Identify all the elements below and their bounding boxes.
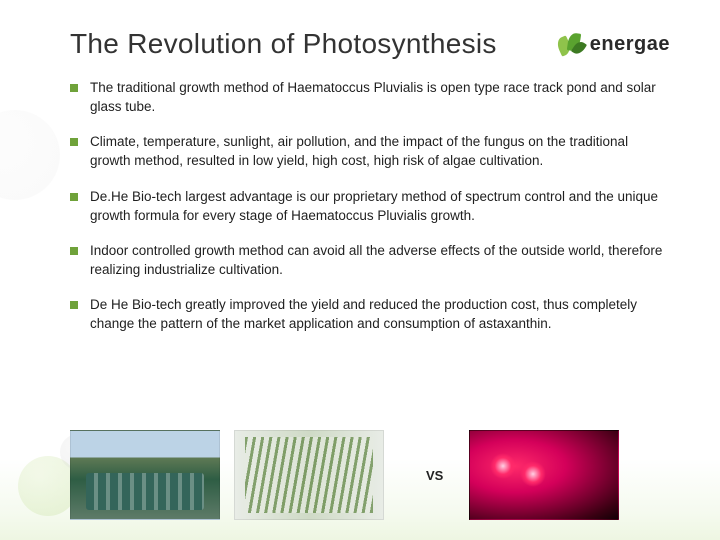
logo-text: energae: [590, 33, 670, 56]
list-item: Climate, temperature, sunlight, air poll…: [70, 132, 670, 170]
bullet-list: The traditional growth method of Haemato…: [70, 78, 670, 334]
decor-circle: [0, 110, 60, 200]
bullet-text: Indoor controlled growth method can avoi…: [90, 241, 670, 279]
bullet-text: The traditional growth method of Haemato…: [90, 78, 670, 116]
image-glass-tubes: [234, 430, 384, 520]
logo: energae: [556, 31, 670, 57]
slide: The Revolution of Photosynthesis energae…: [0, 0, 720, 540]
bullet-square-icon: [70, 247, 78, 255]
list-item: De.He Bio-tech largest advantage is our …: [70, 187, 670, 225]
page-title: The Revolution of Photosynthesis: [70, 28, 497, 60]
image-open-pond: [70, 430, 220, 520]
bullet-text: Climate, temperature, sunlight, air poll…: [90, 132, 670, 170]
bullet-square-icon: [70, 193, 78, 201]
bullet-text: De.He Bio-tech largest advantage is our …: [90, 187, 670, 225]
list-item: Indoor controlled growth method can avoi…: [70, 241, 670, 279]
list-item: The traditional growth method of Haemato…: [70, 78, 670, 116]
leaf-icon: [556, 31, 586, 57]
bullet-square-icon: [70, 84, 78, 92]
vs-label: VS: [426, 468, 443, 483]
image-indoor-spectrum: [469, 430, 619, 520]
list-item: De He Bio-tech greatly improved the yiel…: [70, 295, 670, 333]
bullet-text: De He Bio-tech greatly improved the yiel…: [90, 295, 670, 333]
header: The Revolution of Photosynthesis energae: [70, 28, 670, 60]
bullet-square-icon: [70, 301, 78, 309]
image-row: VS: [70, 430, 619, 520]
bullet-square-icon: [70, 138, 78, 146]
